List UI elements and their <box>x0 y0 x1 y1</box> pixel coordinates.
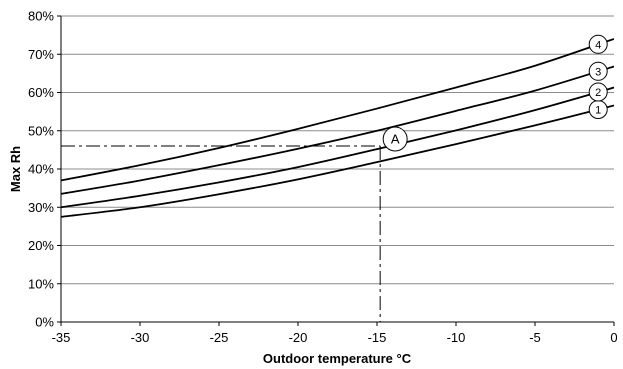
series-label-text: 3 <box>595 66 601 78</box>
y-tick-labels: 0% 10% 20% 30% 40% 50% 60% 70% 80% <box>28 9 54 330</box>
y-tick-label: 0% <box>35 315 54 330</box>
series-line-2 <box>61 86 614 209</box>
y-tick-label: 70% <box>28 47 54 62</box>
annotation-label: A <box>391 132 400 147</box>
x-tick-label: -15 <box>368 330 387 345</box>
y-tick-label: 40% <box>28 162 54 177</box>
series-label-circle <box>588 34 608 54</box>
series-label-2: 2 <box>588 82 608 102</box>
x-tick-label: -30 <box>131 330 150 345</box>
x-tick-label: -20 <box>289 330 308 345</box>
series-label-text: 2 <box>595 87 601 99</box>
series-label-3: 3 <box>588 61 608 81</box>
x-tick-label: 0 <box>610 330 617 345</box>
series-label-circle <box>588 61 608 81</box>
y-tick-label: 50% <box>28 123 54 138</box>
y-tick-label: 80% <box>28 9 54 24</box>
x-tick-label: -10 <box>447 330 466 345</box>
annotation-circle <box>382 126 408 152</box>
x-tick-labels: -35 -30 -25 -20 -15 -10 -5 0 <box>52 330 618 345</box>
series-label-text: 4 <box>595 39 601 51</box>
y-tick-label: 60% <box>28 85 54 100</box>
series-line-1 <box>61 104 614 218</box>
series-lines <box>61 38 614 218</box>
series-line-3 <box>61 65 614 195</box>
axes <box>57 15 615 326</box>
y-tick-label: 20% <box>28 238 54 253</box>
x-tick-label: -5 <box>529 330 541 345</box>
x-tick-label: -25 <box>210 330 229 345</box>
reference-lines <box>61 145 381 322</box>
x-tick-label: -35 <box>52 330 71 345</box>
series-label-1: 1 <box>588 99 608 119</box>
series-labels: 1 2 3 4 <box>588 34 608 119</box>
series-label-4: 4 <box>588 34 608 54</box>
series-line-4 <box>61 38 614 182</box>
annotation: A <box>382 126 408 152</box>
grid <box>61 15 614 285</box>
x-axis-title: Outdoor temperature °C <box>263 351 412 366</box>
series-label-text: 1 <box>595 104 601 116</box>
y-axis-title: Max Rh <box>8 146 23 192</box>
y-tick-label: 10% <box>28 276 54 291</box>
annotation-marker: A <box>382 126 408 152</box>
series-label-circle <box>588 82 608 102</box>
y-tick-label: 30% <box>28 200 54 215</box>
